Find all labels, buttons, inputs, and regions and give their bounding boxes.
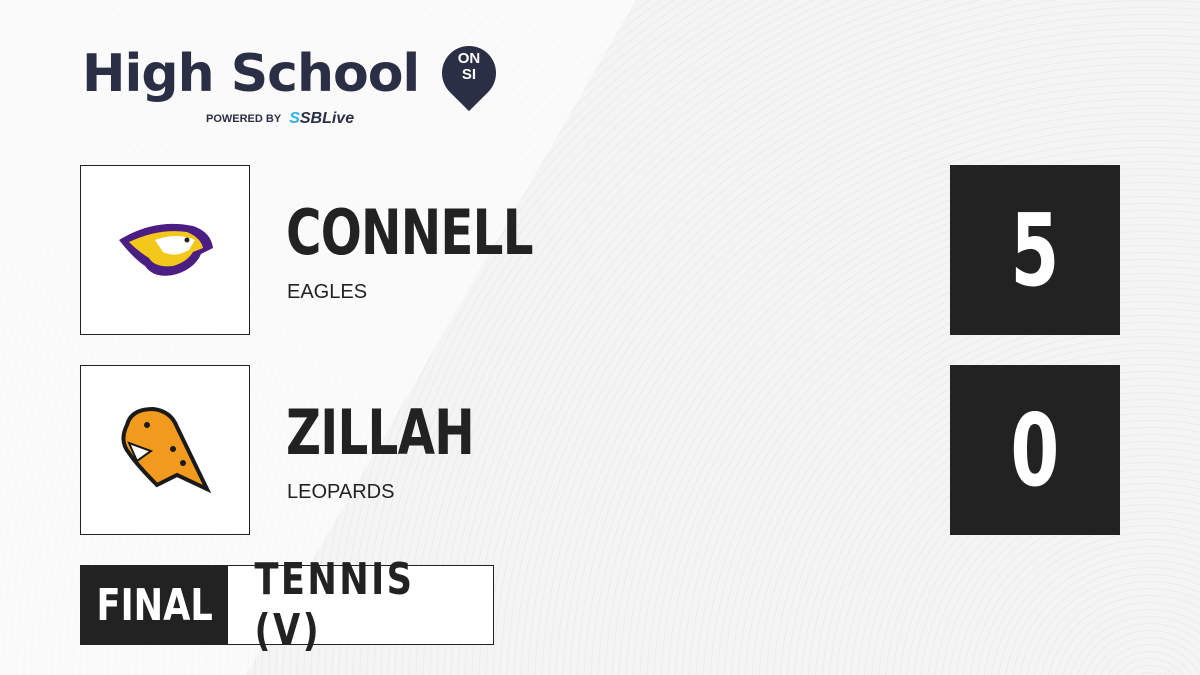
sblive-text: SBL [299, 110, 332, 127]
team-score: 0 [950, 365, 1120, 535]
team-name: ZILLAH [286, 396, 475, 469]
brand-title: High School [82, 44, 420, 104]
eagle-logo [80, 165, 250, 335]
sport-label: TENNIS (V) [228, 554, 493, 656]
brand-logo: High School [82, 44, 420, 104]
sblive-mark: S [289, 110, 300, 127]
game-status-bar: FINAL TENNIS (V) [80, 554, 494, 656]
status-label: FINAL [96, 579, 213, 631]
leopard-icon [121, 406, 212, 494]
team-mascot: LEOPARDS [287, 481, 395, 503]
badge-bottom: SI [461, 66, 477, 83]
sport-text: TENNIS (V) [254, 554, 415, 656]
score-value: 0 [1010, 391, 1060, 509]
leopard-logo [80, 365, 250, 535]
sblive-logo: SSBLive [289, 110, 354, 128]
eagle-icon [119, 223, 213, 276]
sblive-text-suffix: ive [331, 110, 355, 127]
powered-by: POWERED BY SSBLive [206, 110, 354, 128]
powered-by-label: POWERED BY [206, 113, 282, 125]
brand-badge: ON SI [442, 51, 496, 83]
score-value: 5 [1010, 191, 1060, 309]
team-mascot: EAGLES [287, 281, 368, 303]
badge-top: ON [457, 50, 481, 67]
status-badge: FINAL [81, 566, 228, 644]
team-score: 5 [950, 165, 1120, 335]
team-name: CONNELL [286, 196, 534, 269]
